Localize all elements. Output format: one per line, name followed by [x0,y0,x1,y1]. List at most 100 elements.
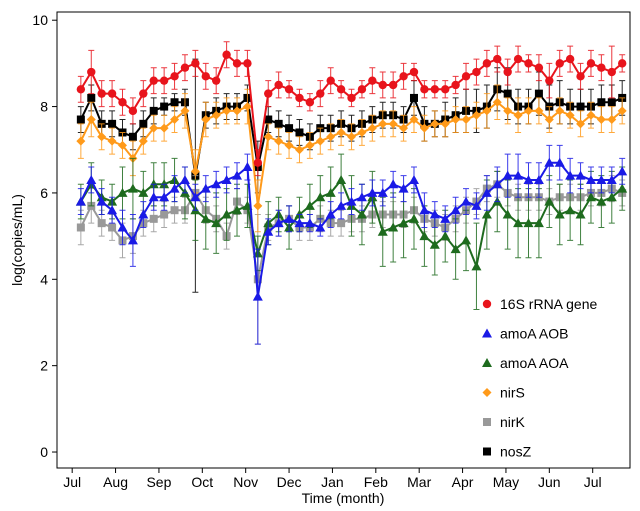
x-tick-label: Aug [103,474,128,490]
data-point [139,119,148,128]
data-point [492,179,503,189]
data-point [200,213,211,223]
data-point [149,76,158,85]
data-point [232,106,242,116]
data-point [513,218,524,228]
data-point [429,209,440,219]
x-tick-label: Jul [63,474,81,490]
data-point [513,110,523,120]
data-point [127,183,138,193]
data-point [315,136,325,146]
data-point [222,106,232,116]
data-point [221,209,232,219]
data-point [399,72,408,81]
data-point [440,213,451,223]
data-point [408,174,419,184]
legend-label: amoA AOA [500,355,569,371]
plot-frame [56,11,631,469]
data-point [388,179,399,189]
y-tick-label: 0 [40,444,48,460]
data-point [87,93,96,102]
data-point [533,218,544,228]
data-point [367,123,377,133]
data-point [337,219,346,228]
data-point [377,226,388,236]
data-point [201,72,210,81]
data-point [242,162,253,172]
data-point [565,110,575,120]
x-tick-label: Nov [233,474,258,490]
data-point [285,124,294,133]
data-point [617,183,628,193]
data-point [555,59,564,68]
legend-label: nirS [500,385,525,401]
data-point [117,187,128,197]
data-point [420,85,429,94]
data-point [159,123,169,133]
data-point [471,200,482,210]
data-point [107,205,118,215]
data-point [76,223,85,232]
data-point [503,106,513,116]
data-point [357,85,367,94]
data-point [368,76,377,85]
data-point [544,196,555,206]
data-point [524,59,533,68]
x-tick-label: Jul [584,474,602,490]
data-point [315,222,326,232]
data-point [138,136,148,146]
x-tick-label: Mar [407,474,431,490]
data-point [398,183,409,193]
data-point [75,196,86,206]
data-point [502,170,513,180]
data-point [554,209,565,219]
data-point [304,200,315,210]
y-axis-label: log(copies/mL) [9,194,25,286]
legend-marker [483,418,491,426]
data-point [482,106,492,116]
data-point [159,76,169,85]
data-point [523,106,533,116]
data-point [284,213,295,223]
x-tick-label: Sep [146,474,171,490]
data-point [170,206,179,215]
data-point [481,187,492,197]
legend-marker [482,388,492,397]
data-point [232,59,242,68]
data-point [326,132,336,142]
data-point [263,226,274,236]
data-point [160,210,169,219]
data-point [325,187,336,197]
data-point [315,192,326,202]
data-point [388,222,399,232]
data-point [534,106,544,116]
data-point [503,89,512,98]
x-tick-label: Oct [191,474,213,490]
data-point [304,218,315,228]
data-point [523,174,534,184]
data-point [585,192,596,202]
data-point [377,187,388,197]
x-tick-label: Jun [538,474,561,490]
data-point [502,209,513,219]
data-point [211,218,222,228]
data-point [419,123,429,133]
y-tick-label: 6 [40,185,48,201]
data-point [606,174,617,184]
data-point [294,218,305,228]
data-point [108,223,117,232]
data-point [295,128,304,137]
data-point [544,115,554,125]
data-point [596,196,607,206]
data-point [149,123,159,133]
data-point [222,50,231,59]
data-point [596,174,607,184]
data-point [243,59,252,68]
data-point [356,209,367,219]
data-point [388,80,398,90]
data-point [118,98,127,107]
data-point [565,170,576,180]
legend-label: amoA AOB [500,326,568,342]
legend-label: 16S rRNA gene [500,296,597,312]
